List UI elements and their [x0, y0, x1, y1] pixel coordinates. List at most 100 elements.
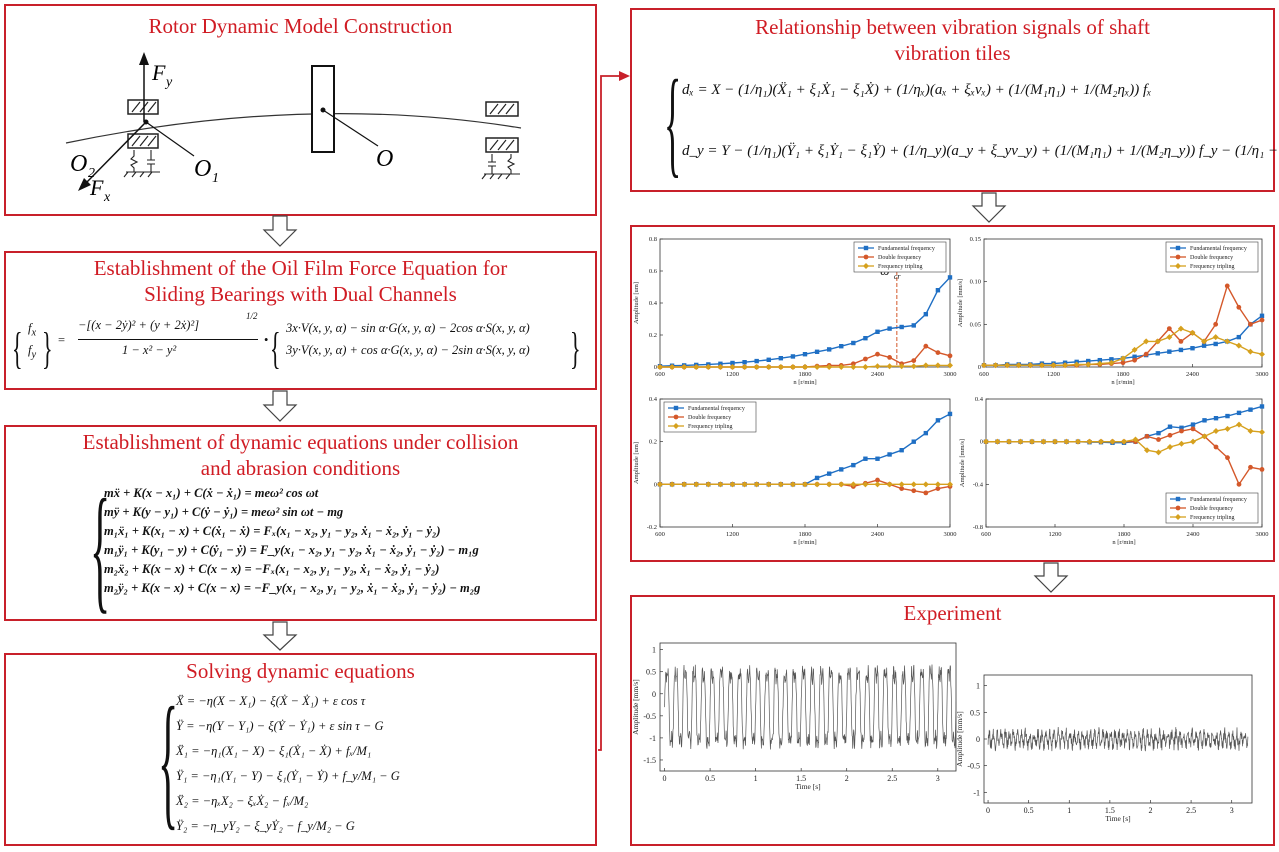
x-tick-label: 1800: [799, 371, 812, 378]
x-axis-label: n [r/min]: [1112, 539, 1135, 546]
data-point: [899, 448, 904, 453]
y-tick-label: 0.4: [975, 396, 984, 403]
data-point: [789, 364, 796, 370]
data-point: [898, 363, 905, 370]
y-tick-label: 0: [654, 364, 657, 371]
x-tick-label: 1.5: [796, 774, 806, 783]
legend-label: Frequency tripling: [1190, 264, 1235, 270]
data-point: [839, 344, 844, 349]
data-point: [850, 361, 856, 367]
fy-label: F: [151, 60, 166, 85]
left-support-spring: [123, 150, 160, 178]
data-point: [1143, 351, 1149, 357]
data-point: [1086, 438, 1093, 445]
oil-film-title-line2: Sliding Bearings with Dual Channels: [144, 282, 457, 306]
data-point: [802, 481, 808, 488]
data-point: [730, 360, 735, 366]
legend-marker: [673, 405, 679, 411]
legend-marker: [673, 414, 679, 420]
connector-line: [598, 75, 621, 751]
data-point: [753, 364, 760, 370]
data-point: [947, 275, 953, 280]
data-point: [911, 488, 917, 494]
experiment-title: Experiment: [903, 601, 1002, 625]
y-tick-label: 0.10: [970, 279, 981, 286]
y-tick-label: 0: [980, 439, 983, 446]
legend-label: Double frequency: [688, 414, 731, 421]
data-point: [838, 364, 845, 370]
data-point: [1213, 444, 1219, 450]
y-axis-label: Amplitude [um]: [633, 282, 640, 324]
data-point: [922, 481, 929, 488]
y-tick-label: 0.6: [649, 268, 658, 275]
data-point: [814, 349, 820, 354]
data-point: [1259, 351, 1265, 358]
data-point: [1236, 334, 1242, 340]
data-point: [886, 481, 893, 488]
y-tick-label: 0.5: [646, 668, 656, 677]
lhs-fy: f: [28, 343, 32, 357]
x-tick-label: 2.5: [887, 774, 897, 783]
data-point: [777, 364, 784, 370]
y-axis-label: Amplitude [mm/s]: [632, 679, 640, 735]
oil-rhs-bottom: 3y·V(x, y, α) + cos α·G(x, y, α) − 2sin …: [286, 343, 530, 357]
data-point: [1189, 329, 1196, 336]
data-point: [1097, 357, 1103, 363]
data-point: [1248, 464, 1253, 470]
data-point: [992, 362, 999, 369]
solving-box: Solving dynamic equations { Ẍ = −η(X − X…: [4, 653, 597, 846]
data-point: [790, 354, 796, 359]
legend-marker: [673, 423, 679, 429]
x-tick-label: 3000: [1256, 531, 1269, 538]
legend-label: Fundamental frequency: [688, 405, 745, 412]
data-point: [741, 481, 748, 488]
data-point: [1178, 339, 1184, 344]
signal-trace: [987, 726, 1249, 752]
data-point: [947, 411, 953, 417]
shaft-curve: [65, 112, 522, 144]
data-point: [705, 364, 712, 370]
data-point: [1006, 438, 1012, 445]
x-tick-label: 1200: [1049, 531, 1062, 538]
data-point: [826, 471, 832, 476]
x-tick-label: 2400: [1187, 531, 1200, 538]
data-point: [1201, 433, 1208, 440]
data-point: [753, 481, 760, 488]
x-tick-label: 1200: [1047, 371, 1060, 378]
x-axis-label: Time [s]: [795, 782, 820, 791]
legend-label: Fundamental frequency: [878, 245, 935, 252]
y-axis-label: Amplitude [mm/s]: [959, 439, 966, 487]
legend-marker: [1175, 514, 1181, 520]
down-arrow-icon: [262, 621, 298, 651]
svg-text:2: 2: [88, 166, 95, 181]
data-point: [657, 481, 663, 488]
data-point: [1029, 438, 1035, 445]
right-support-spring: [481, 154, 520, 180]
data-point: [862, 364, 869, 370]
y-tick-label: 0: [978, 364, 981, 371]
x-axis-label: n [r/min]: [1111, 379, 1134, 386]
data-point: [1212, 334, 1219, 341]
collision-title-line2: and abrasion conditions: [200, 456, 401, 480]
data-point: [669, 364, 676, 370]
oil-film-equation: { fx fy } = −[(x − 2ẏ)² + (y + 2ẋ)²] 1/2…: [12, 311, 581, 373]
data-point: [850, 364, 857, 370]
data-point: [741, 364, 748, 370]
data-point: [1167, 432, 1173, 438]
data-point: [1259, 429, 1265, 436]
y-tick-label: 0.2: [649, 332, 657, 339]
data-point: [1190, 426, 1196, 432]
data-point: [1132, 357, 1137, 363]
legend-label: Frequency tripling: [1190, 515, 1235, 521]
data-point: [802, 352, 808, 357]
x-tick-label: 2400: [871, 531, 884, 538]
data-point: [1096, 360, 1103, 367]
x-tick-label: 2400: [871, 371, 884, 378]
x-tick-label: 3000: [944, 531, 957, 538]
y-tick-label: -0.5: [643, 712, 656, 721]
legend-marker: [863, 245, 869, 251]
data-point: [911, 358, 917, 363]
data-point: [693, 481, 700, 488]
data-point: [839, 467, 844, 472]
data-point: [1202, 418, 1207, 423]
